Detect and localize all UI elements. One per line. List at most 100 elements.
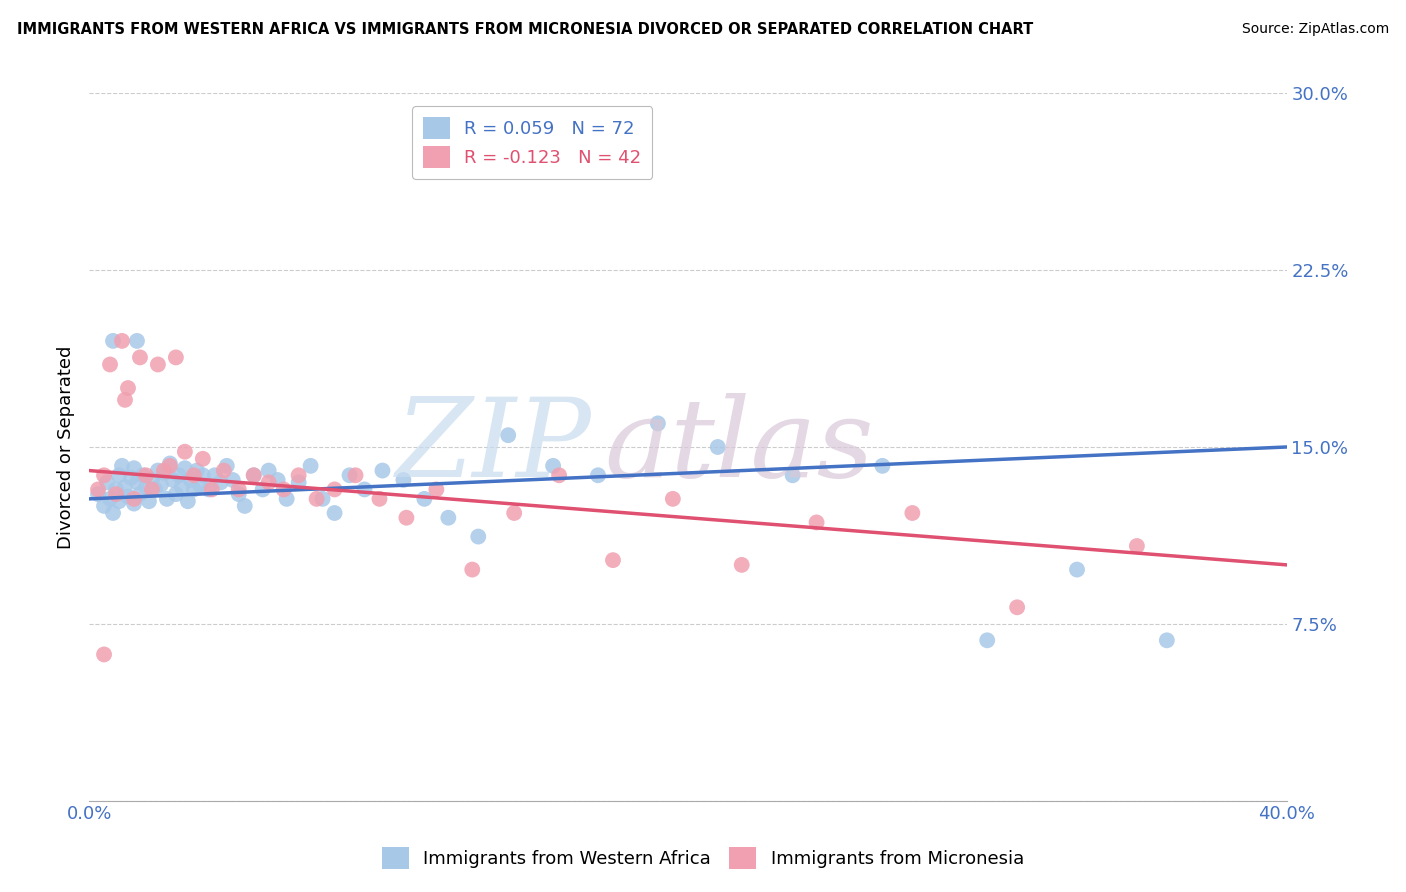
Point xyxy=(111,458,134,473)
Point xyxy=(586,468,609,483)
Point xyxy=(392,473,415,487)
Point xyxy=(108,468,131,483)
Point xyxy=(228,487,250,501)
Point xyxy=(129,351,152,365)
Point xyxy=(222,473,245,487)
Point xyxy=(87,487,110,501)
Point xyxy=(242,468,264,483)
Point xyxy=(496,428,519,442)
Point xyxy=(425,483,447,497)
Point xyxy=(339,468,361,483)
Point xyxy=(135,480,157,494)
Point xyxy=(153,464,176,478)
Point xyxy=(353,483,375,497)
Text: Source: ZipAtlas.com: Source: ZipAtlas.com xyxy=(1241,22,1389,37)
Point xyxy=(311,491,333,506)
Point xyxy=(125,334,148,348)
Point xyxy=(782,468,804,483)
Point xyxy=(1066,563,1088,577)
Point xyxy=(371,464,394,478)
Point xyxy=(548,468,571,483)
Point xyxy=(165,487,187,501)
Point xyxy=(299,458,322,473)
Point xyxy=(204,468,226,483)
Point xyxy=(191,468,214,483)
Point xyxy=(1126,539,1149,553)
Point xyxy=(467,530,489,544)
Point xyxy=(252,483,274,497)
Point xyxy=(159,457,181,471)
Point xyxy=(93,468,115,483)
Point xyxy=(101,334,124,348)
Point xyxy=(215,458,238,473)
Point xyxy=(96,475,118,490)
Point xyxy=(101,506,124,520)
Point xyxy=(180,473,202,487)
Point xyxy=(323,506,346,520)
Point xyxy=(806,516,828,530)
Point xyxy=(170,480,193,494)
Point xyxy=(183,468,205,483)
Point xyxy=(872,458,894,473)
Text: IMMIGRANTS FROM WESTERN AFRICA VS IMMIGRANTS FROM MICRONESIA DIVORCED OR SEPARAT: IMMIGRANTS FROM WESTERN AFRICA VS IMMIGR… xyxy=(17,22,1033,37)
Point xyxy=(287,468,309,483)
Point xyxy=(257,464,280,478)
Point xyxy=(173,444,195,458)
Point xyxy=(165,351,187,365)
Point xyxy=(228,483,250,497)
Point xyxy=(287,475,309,490)
Legend: R = 0.059   N = 72, R = -0.123   N = 42: R = 0.059 N = 72, R = -0.123 N = 42 xyxy=(412,106,652,179)
Point xyxy=(122,497,145,511)
Point xyxy=(105,487,128,501)
Point xyxy=(183,483,205,497)
Point xyxy=(707,440,730,454)
Y-axis label: Divorced or Separated: Divorced or Separated xyxy=(58,345,75,549)
Point xyxy=(731,558,754,572)
Point xyxy=(201,483,224,497)
Point xyxy=(177,494,200,508)
Point xyxy=(198,483,221,497)
Point xyxy=(108,494,131,508)
Point xyxy=(1005,600,1028,615)
Point xyxy=(162,473,184,487)
Point xyxy=(461,563,484,577)
Point xyxy=(647,417,669,431)
Point xyxy=(395,510,418,524)
Point xyxy=(111,334,134,348)
Point xyxy=(212,464,235,478)
Point xyxy=(149,477,172,491)
Point xyxy=(188,477,211,491)
Legend: Immigrants from Western Africa, Immigrants from Micronesia: Immigrants from Western Africa, Immigran… xyxy=(373,838,1033,879)
Point xyxy=(503,506,526,520)
Text: atlas: atlas xyxy=(605,393,873,500)
Point xyxy=(105,483,128,497)
Point xyxy=(602,553,624,567)
Point xyxy=(114,480,136,494)
Point xyxy=(135,468,157,483)
Point xyxy=(87,483,110,497)
Point xyxy=(159,458,181,473)
Point xyxy=(143,483,166,497)
Point xyxy=(191,451,214,466)
Point xyxy=(132,468,155,483)
Point xyxy=(344,468,367,483)
Point xyxy=(153,466,176,480)
Point xyxy=(146,358,169,372)
Point xyxy=(125,475,148,490)
Point xyxy=(186,464,208,478)
Point xyxy=(541,458,564,473)
Point xyxy=(120,470,142,484)
Point xyxy=(305,491,328,506)
Point xyxy=(122,461,145,475)
Point xyxy=(233,499,256,513)
Point xyxy=(138,494,160,508)
Point xyxy=(156,491,179,506)
Point xyxy=(117,381,139,395)
Point xyxy=(98,358,121,372)
Point xyxy=(276,491,298,506)
Point xyxy=(141,473,163,487)
Point xyxy=(98,491,121,506)
Point xyxy=(1156,633,1178,648)
Point xyxy=(323,483,346,497)
Point xyxy=(437,510,460,524)
